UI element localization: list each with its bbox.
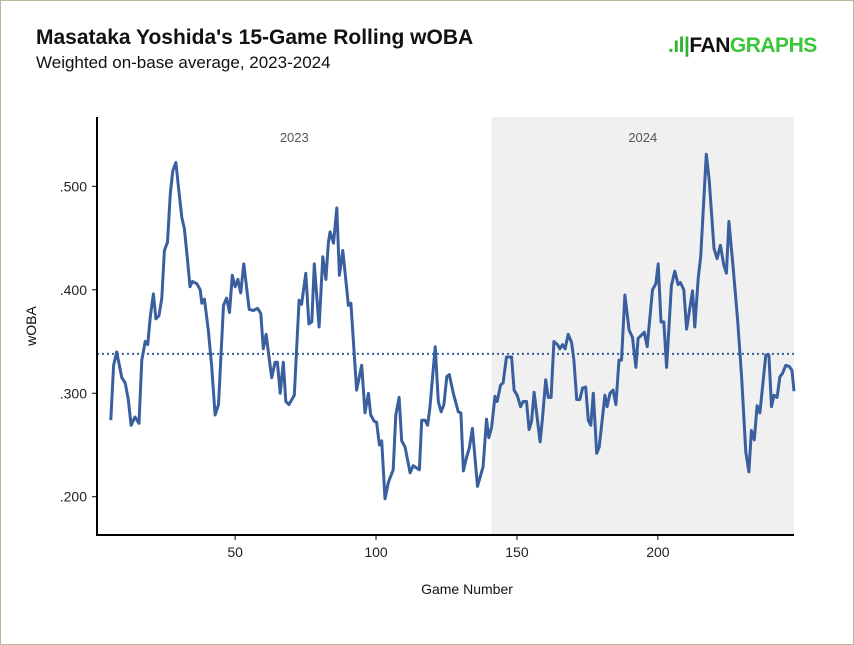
logo-graphs: GRAPHS: [729, 34, 817, 57]
chart-subtitle: Weighted on-base average, 2023-2024: [36, 53, 331, 72]
chart-title: Masataka Yoshida's 15-Game Rolling wOBA: [36, 26, 474, 49]
region-label: 2024: [628, 130, 657, 145]
y-tick-label: .400: [60, 282, 87, 298]
logo-fan: FAN: [689, 34, 730, 57]
series-line: [109, 152, 796, 501]
y-axis-label: wOBA: [23, 306, 39, 347]
y-tick-label: .300: [60, 385, 87, 401]
x-axis-label: Game Number: [421, 581, 513, 597]
y-tick-label: .200: [60, 489, 87, 505]
fangraphs-logo: .ıl|FANGRAPHS: [668, 34, 817, 58]
y-tick-label: .500: [60, 178, 87, 194]
x-tick-label: 50: [227, 544, 243, 560]
region-label: 2023: [280, 130, 309, 145]
region-2024: [491, 117, 794, 535]
logo-mark: .ıl|: [668, 34, 690, 57]
x-tick-label: 200: [646, 544, 670, 560]
x-tick-label: 100: [364, 544, 388, 560]
region-2023: [97, 117, 492, 535]
x-tick-label: 150: [505, 544, 529, 560]
